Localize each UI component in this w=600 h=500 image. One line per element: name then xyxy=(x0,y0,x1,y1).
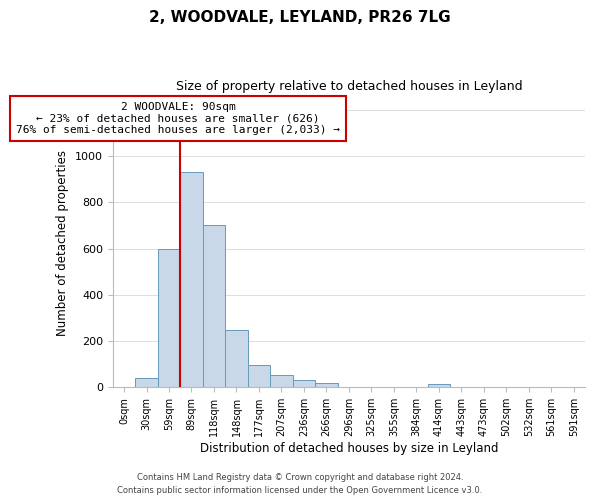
Bar xyxy=(270,374,293,388)
Bar xyxy=(203,226,225,388)
Y-axis label: Number of detached properties: Number of detached properties xyxy=(56,150,70,336)
Bar xyxy=(158,248,180,388)
Text: Contains HM Land Registry data © Crown copyright and database right 2024.
Contai: Contains HM Land Registry data © Crown c… xyxy=(118,474,482,495)
Bar xyxy=(180,172,203,388)
X-axis label: Distribution of detached houses by size in Leyland: Distribution of detached houses by size … xyxy=(200,442,498,455)
Title: Size of property relative to detached houses in Leyland: Size of property relative to detached ho… xyxy=(176,80,522,93)
Bar xyxy=(135,378,158,388)
Bar xyxy=(225,330,248,388)
Text: 2, WOODVALE, LEYLAND, PR26 7LG: 2, WOODVALE, LEYLAND, PR26 7LG xyxy=(149,10,451,25)
Bar xyxy=(293,380,315,388)
Bar xyxy=(248,366,270,388)
Text: 2 WOODVALE: 90sqm
← 23% of detached houses are smaller (626)
76% of semi-detache: 2 WOODVALE: 90sqm ← 23% of detached hous… xyxy=(16,102,340,135)
Bar xyxy=(428,384,450,388)
Bar xyxy=(315,383,338,388)
